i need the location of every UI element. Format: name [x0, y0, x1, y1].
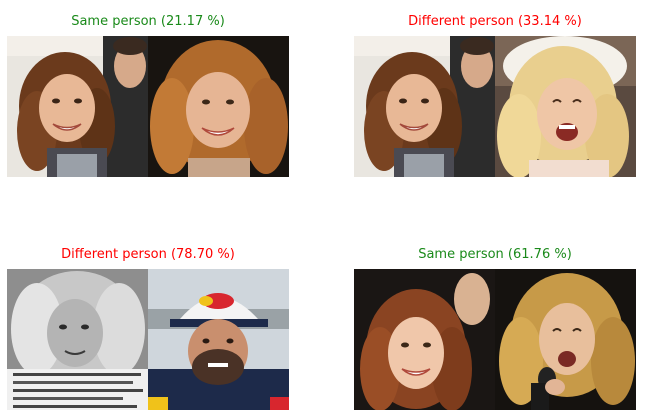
face-pair-image — [7, 269, 289, 410]
right-face-photo — [495, 269, 636, 410]
left-face-photo — [7, 269, 148, 410]
left-face-photo — [354, 36, 495, 177]
right-face-photo — [148, 269, 289, 410]
left-face-photo — [354, 269, 495, 410]
face-pair-image — [354, 36, 636, 177]
panel-title: Different person (33.14 %) — [408, 14, 582, 29]
left-face-photo — [7, 36, 148, 177]
right-face-photo — [495, 36, 636, 177]
panel-title: Different person (78.70 %) — [61, 247, 235, 262]
face-pair-image — [354, 269, 636, 410]
panel-title: Same person (21.17 %) — [71, 14, 225, 29]
right-face-photo — [148, 36, 289, 177]
face-pair-image — [7, 36, 289, 177]
panel-title: Same person (61.76 %) — [418, 247, 572, 262]
